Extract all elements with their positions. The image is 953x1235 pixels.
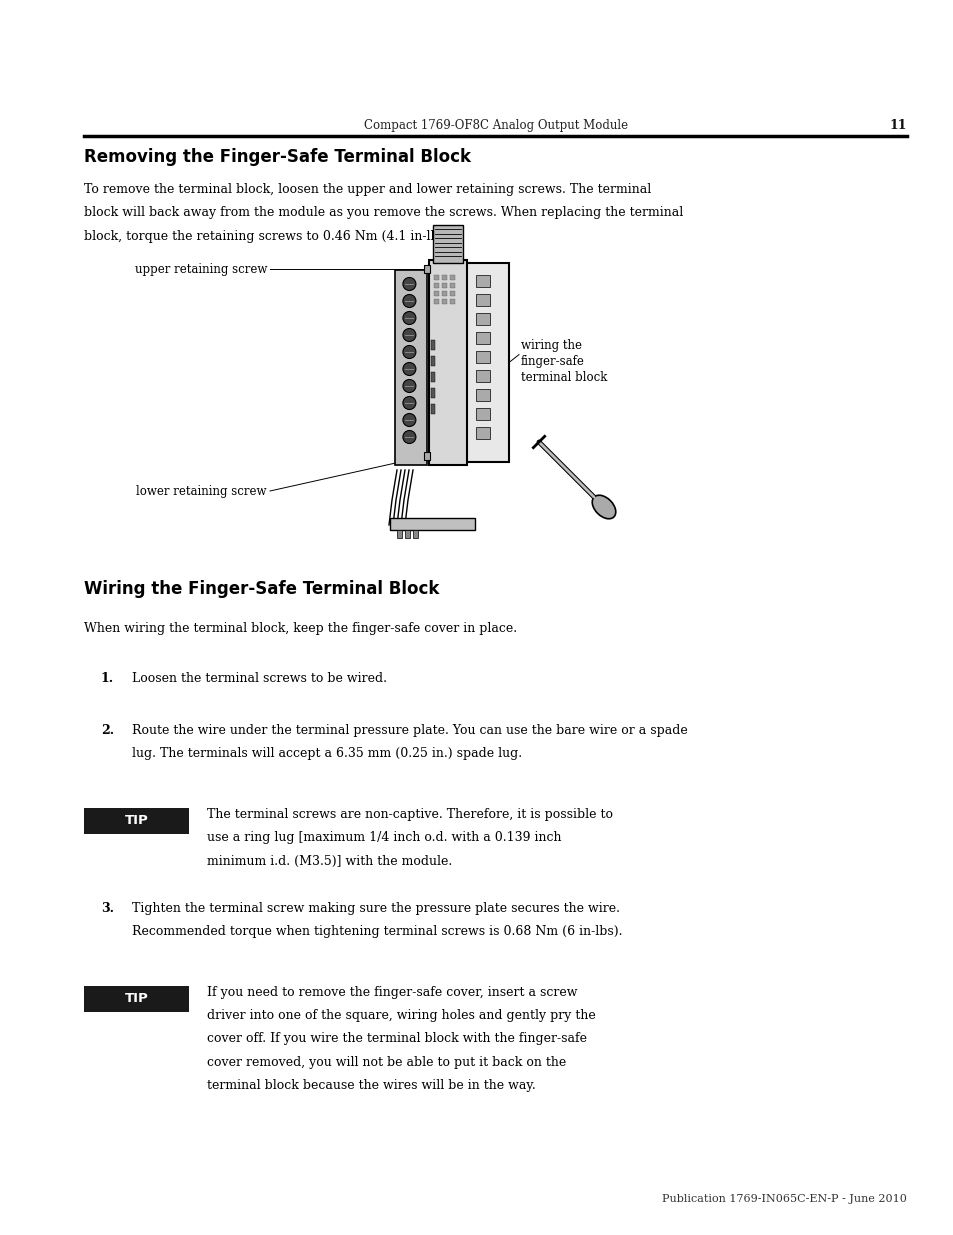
Bar: [476, 312, 490, 325]
FancyBboxPatch shape: [395, 270, 427, 466]
Text: Route the wire under the terminal pressure plate. You can use the bare wire or a: Route the wire under the terminal pressu…: [132, 724, 687, 737]
FancyBboxPatch shape: [84, 808, 189, 834]
Text: cover off. If you wire the terminal block with the finger-safe: cover off. If you wire the terminal bloc…: [207, 1032, 586, 1046]
Text: To remove the terminal block, loosen the upper and lower retaining screws. The t: To remove the terminal block, loosen the…: [84, 183, 651, 196]
Bar: [396, 530, 401, 538]
Bar: [441, 299, 447, 304]
Text: Wiring the Finger-Safe Terminal Block: Wiring the Finger-Safe Terminal Block: [84, 580, 439, 599]
FancyBboxPatch shape: [390, 517, 475, 530]
Text: finger-safe: finger-safe: [520, 354, 584, 368]
Bar: [476, 427, 490, 438]
Circle shape: [402, 329, 416, 342]
Text: block, torque the retaining screws to 0.46 Nm (4.1 in-lbs).: block, torque the retaining screws to 0.…: [84, 230, 454, 243]
FancyBboxPatch shape: [429, 261, 467, 466]
Bar: [431, 372, 435, 382]
Text: minimum i.d. (M3.5)] with the module.: minimum i.d. (M3.5)] with the module.: [207, 855, 452, 868]
Ellipse shape: [592, 495, 615, 519]
Bar: [423, 266, 430, 273]
Text: lower retaining screw: lower retaining screw: [136, 484, 267, 498]
FancyBboxPatch shape: [463, 263, 509, 462]
Text: 11: 11: [889, 119, 906, 132]
Text: Loosen the terminal screws to be wired.: Loosen the terminal screws to be wired.: [132, 672, 387, 685]
Bar: [476, 389, 490, 401]
Bar: [450, 299, 455, 304]
FancyBboxPatch shape: [433, 225, 462, 263]
Bar: [431, 404, 435, 414]
Bar: [476, 370, 490, 382]
Text: terminal block: terminal block: [520, 370, 607, 384]
Circle shape: [402, 414, 416, 426]
Circle shape: [402, 431, 416, 443]
Bar: [441, 283, 447, 288]
Bar: [450, 291, 455, 296]
Text: cover removed, you will not be able to put it back on the: cover removed, you will not be able to p…: [207, 1056, 566, 1070]
Text: block will back away from the module as you remove the screws. When replacing th: block will back away from the module as …: [84, 206, 682, 220]
Bar: [441, 275, 447, 280]
Circle shape: [402, 363, 416, 375]
Text: Removing the Finger-Safe Terminal Block: Removing the Finger-Safe Terminal Block: [84, 148, 471, 167]
Bar: [441, 291, 447, 296]
Text: use a ring lug [maximum 1/4 inch o.d. with a 0.139 inch: use a ring lug [maximum 1/4 inch o.d. wi…: [207, 831, 561, 845]
Text: Tighten the terminal screw making sure the pressure plate secures the wire.: Tighten the terminal screw making sure t…: [132, 902, 619, 915]
Bar: [450, 283, 455, 288]
Text: driver into one of the square, wiring holes and gently pry the: driver into one of the square, wiring ho…: [207, 1009, 595, 1023]
Text: TIP: TIP: [125, 814, 148, 827]
Bar: [476, 294, 490, 306]
Circle shape: [402, 311, 416, 325]
Bar: [450, 275, 455, 280]
Circle shape: [402, 396, 416, 410]
Bar: [434, 291, 438, 296]
Bar: [434, 275, 438, 280]
Text: When wiring the terminal block, keep the finger-safe cover in place.: When wiring the terminal block, keep the…: [84, 622, 517, 636]
Bar: [431, 340, 435, 350]
Text: If you need to remove the finger-safe cover, insert a screw: If you need to remove the finger-safe co…: [207, 986, 577, 999]
Bar: [431, 356, 435, 366]
Bar: [476, 332, 490, 345]
Bar: [413, 530, 417, 538]
Bar: [405, 530, 410, 538]
Bar: [476, 351, 490, 363]
Text: lug. The terminals will accept a 6.35 mm (0.25 in.) spade lug.: lug. The terminals will accept a 6.35 mm…: [132, 747, 521, 761]
Circle shape: [402, 278, 416, 290]
Text: Recommended torque when tightening terminal screws is 0.68 Nm (6 in-lbs).: Recommended torque when tightening termi…: [132, 925, 621, 939]
Circle shape: [402, 379, 416, 393]
Bar: [476, 408, 490, 420]
Text: TIP: TIP: [125, 992, 148, 1005]
Bar: [434, 299, 438, 304]
Text: wiring the: wiring the: [520, 338, 581, 352]
Text: terminal block because the wires will be in the way.: terminal block because the wires will be…: [207, 1079, 536, 1093]
Text: upper retaining screw: upper retaining screw: [134, 263, 267, 275]
Circle shape: [402, 294, 416, 308]
FancyBboxPatch shape: [84, 986, 189, 1011]
Bar: [434, 283, 438, 288]
Text: Compact 1769-OF8C Analog Output Module: Compact 1769-OF8C Analog Output Module: [364, 119, 627, 132]
Bar: [476, 275, 490, 287]
Text: 3.: 3.: [101, 902, 113, 915]
Text: 2.: 2.: [101, 724, 113, 737]
Bar: [431, 388, 435, 398]
Bar: [423, 452, 430, 459]
Text: Publication 1769-IN065C-EN-P - June 2010: Publication 1769-IN065C-EN-P - June 2010: [661, 1194, 906, 1204]
Text: The terminal screws are non-captive. Therefore, it is possible to: The terminal screws are non-captive. The…: [207, 808, 613, 821]
Text: 1.: 1.: [101, 672, 113, 685]
Circle shape: [402, 346, 416, 358]
